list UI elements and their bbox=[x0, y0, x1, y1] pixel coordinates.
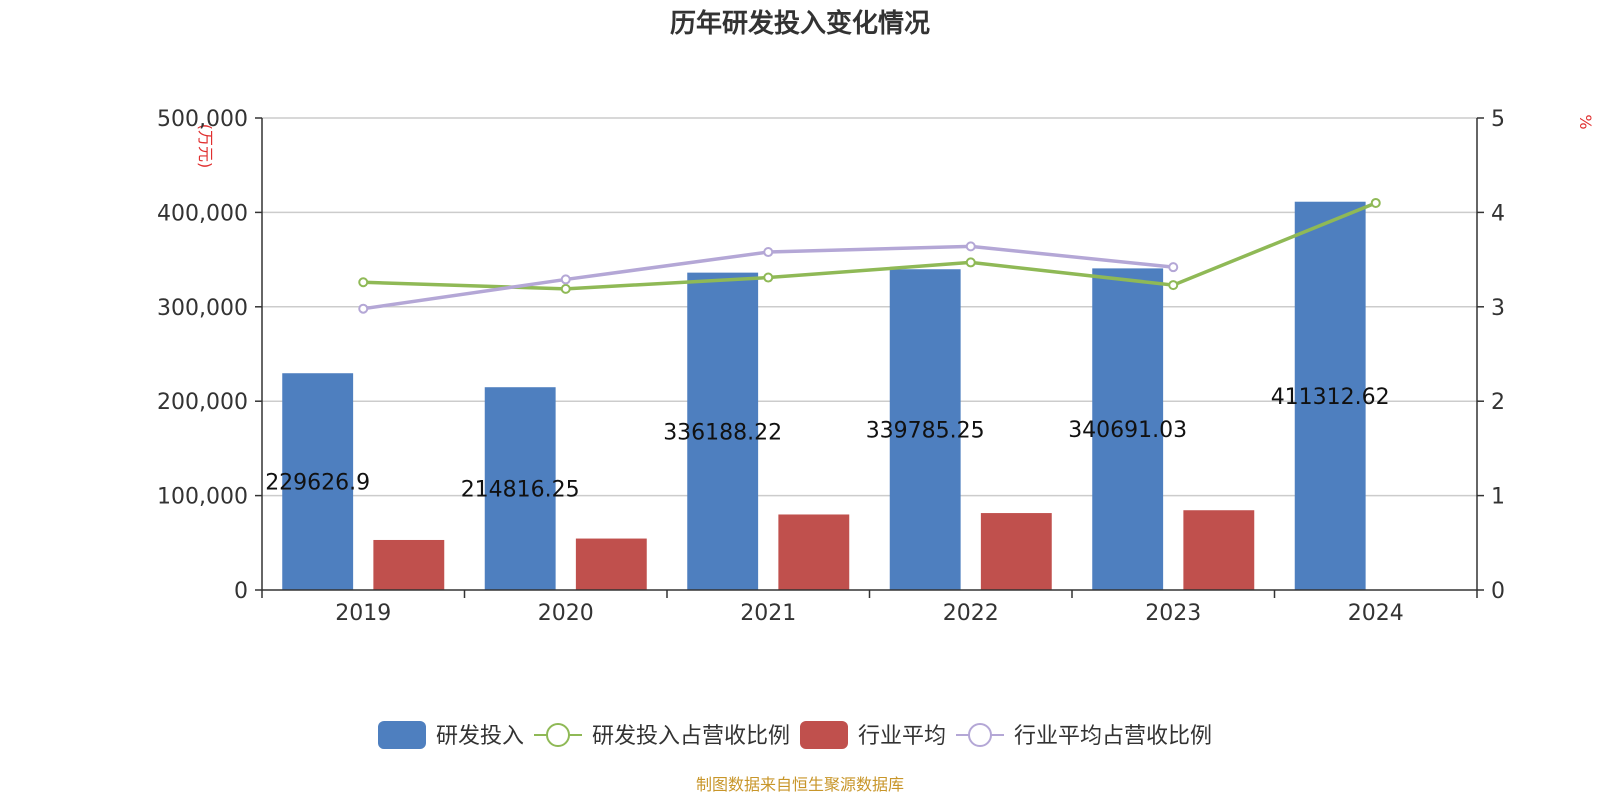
left-axis-tick-label: 0 bbox=[234, 579, 248, 604]
series-line bbox=[363, 201, 1377, 291]
label-layer: 229626.9 214816.25 336188.22 339785.25 34069… bbox=[265, 385, 1389, 503]
x-axis-tick-label: 2024 bbox=[1348, 601, 1404, 626]
bar bbox=[373, 539, 445, 590]
x-axis-tick-label: 2019 bbox=[335, 601, 391, 626]
left-axis-unit: (万元) bbox=[196, 124, 215, 169]
bar bbox=[484, 387, 556, 590]
bar bbox=[1092, 268, 1164, 590]
line-point bbox=[965, 241, 976, 252]
x-axis-tick-label: 2021 bbox=[740, 601, 796, 626]
right-axis-tick-label: 0 bbox=[1491, 579, 1505, 604]
legend-marker bbox=[546, 723, 570, 747]
bar-data-label: 411312.62 bbox=[1271, 385, 1390, 410]
left-axis-tick-label: 200,000 bbox=[157, 390, 248, 415]
legend-swatch bbox=[378, 721, 426, 749]
bar bbox=[1294, 201, 1366, 590]
source-note: 制图数据来自恒生聚源数据库 bbox=[696, 775, 904, 794]
line-point bbox=[560, 274, 571, 285]
line-point bbox=[358, 303, 369, 314]
bar bbox=[282, 373, 354, 590]
bar bbox=[1183, 510, 1255, 590]
line-point bbox=[358, 277, 369, 288]
left-axis-tick-label: 100,000 bbox=[157, 485, 248, 510]
line-layer bbox=[358, 197, 1381, 314]
chart-title: 历年研发投入变化情况 bbox=[670, 8, 930, 39]
bar-data-label: 214816.25 bbox=[461, 478, 580, 503]
bar bbox=[778, 514, 850, 590]
line-point bbox=[560, 283, 571, 294]
bar bbox=[687, 272, 759, 590]
right-axis-tick-label: 2 bbox=[1491, 390, 1505, 415]
right-axis-tick-label: 1 bbox=[1491, 485, 1505, 510]
bar-layer bbox=[282, 201, 1366, 590]
line-point bbox=[1168, 280, 1179, 291]
legend-label: 行业平均 bbox=[858, 724, 946, 749]
right-axis-tick-label: 3 bbox=[1491, 296, 1505, 321]
legend-label: 研发投入 bbox=[436, 724, 524, 749]
left-axis-tick-label: 400,000 bbox=[157, 201, 248, 226]
bar-data-label: 339785.25 bbox=[866, 419, 985, 444]
legend-swatch bbox=[800, 721, 848, 749]
grid-layer bbox=[262, 117, 1477, 497]
bar bbox=[575, 538, 647, 590]
legend-label: 行业平均占营收比例 bbox=[1014, 724, 1212, 749]
axis-layer: 0 100,000 200,000 300,000 400,000 500,000 0 1 2 3… bbox=[157, 107, 1505, 626]
line-point bbox=[965, 257, 976, 268]
bar-data-label: 336188.22 bbox=[663, 420, 782, 445]
legend-marker bbox=[968, 723, 992, 747]
bar bbox=[889, 269, 961, 590]
line-point bbox=[763, 272, 774, 283]
right-axis-tick-label: 5 bbox=[1491, 107, 1505, 132]
line-point bbox=[1168, 262, 1179, 273]
bar-data-label: 340691.03 bbox=[1068, 418, 1187, 443]
x-axis-tick-label: 2023 bbox=[1145, 601, 1201, 626]
left-axis-tick-label: 300,000 bbox=[157, 296, 248, 321]
x-axis-tick-label: 2020 bbox=[538, 601, 594, 626]
line-point bbox=[763, 247, 774, 258]
bar bbox=[980, 513, 1052, 590]
legend: 研发投入 研发投入占营收比例 行业平均 行业平均占营收比例 bbox=[378, 721, 1212, 749]
legend-label: 研发投入占营收比例 bbox=[592, 724, 790, 749]
left-axis-tick-label: 500,000 bbox=[157, 107, 248, 132]
line-point bbox=[1370, 197, 1381, 208]
right-axis-unit: % bbox=[1576, 114, 1595, 129]
x-axis-tick-label: 2022 bbox=[943, 601, 999, 626]
right-axis-tick-label: 4 bbox=[1491, 201, 1505, 226]
bar-data-label: 229626.9 bbox=[265, 471, 370, 496]
